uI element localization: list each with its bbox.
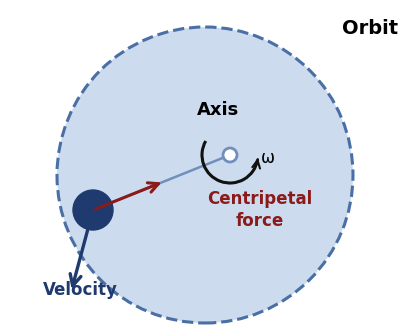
Circle shape xyxy=(223,148,237,162)
Circle shape xyxy=(73,190,113,230)
Text: Velocity: Velocity xyxy=(43,281,117,299)
Circle shape xyxy=(57,27,353,323)
Text: ω: ω xyxy=(261,149,275,167)
Text: Centripetal
force: Centripetal force xyxy=(207,190,313,230)
Text: Orbit: Orbit xyxy=(342,19,398,38)
Text: Axis: Axis xyxy=(197,101,239,119)
